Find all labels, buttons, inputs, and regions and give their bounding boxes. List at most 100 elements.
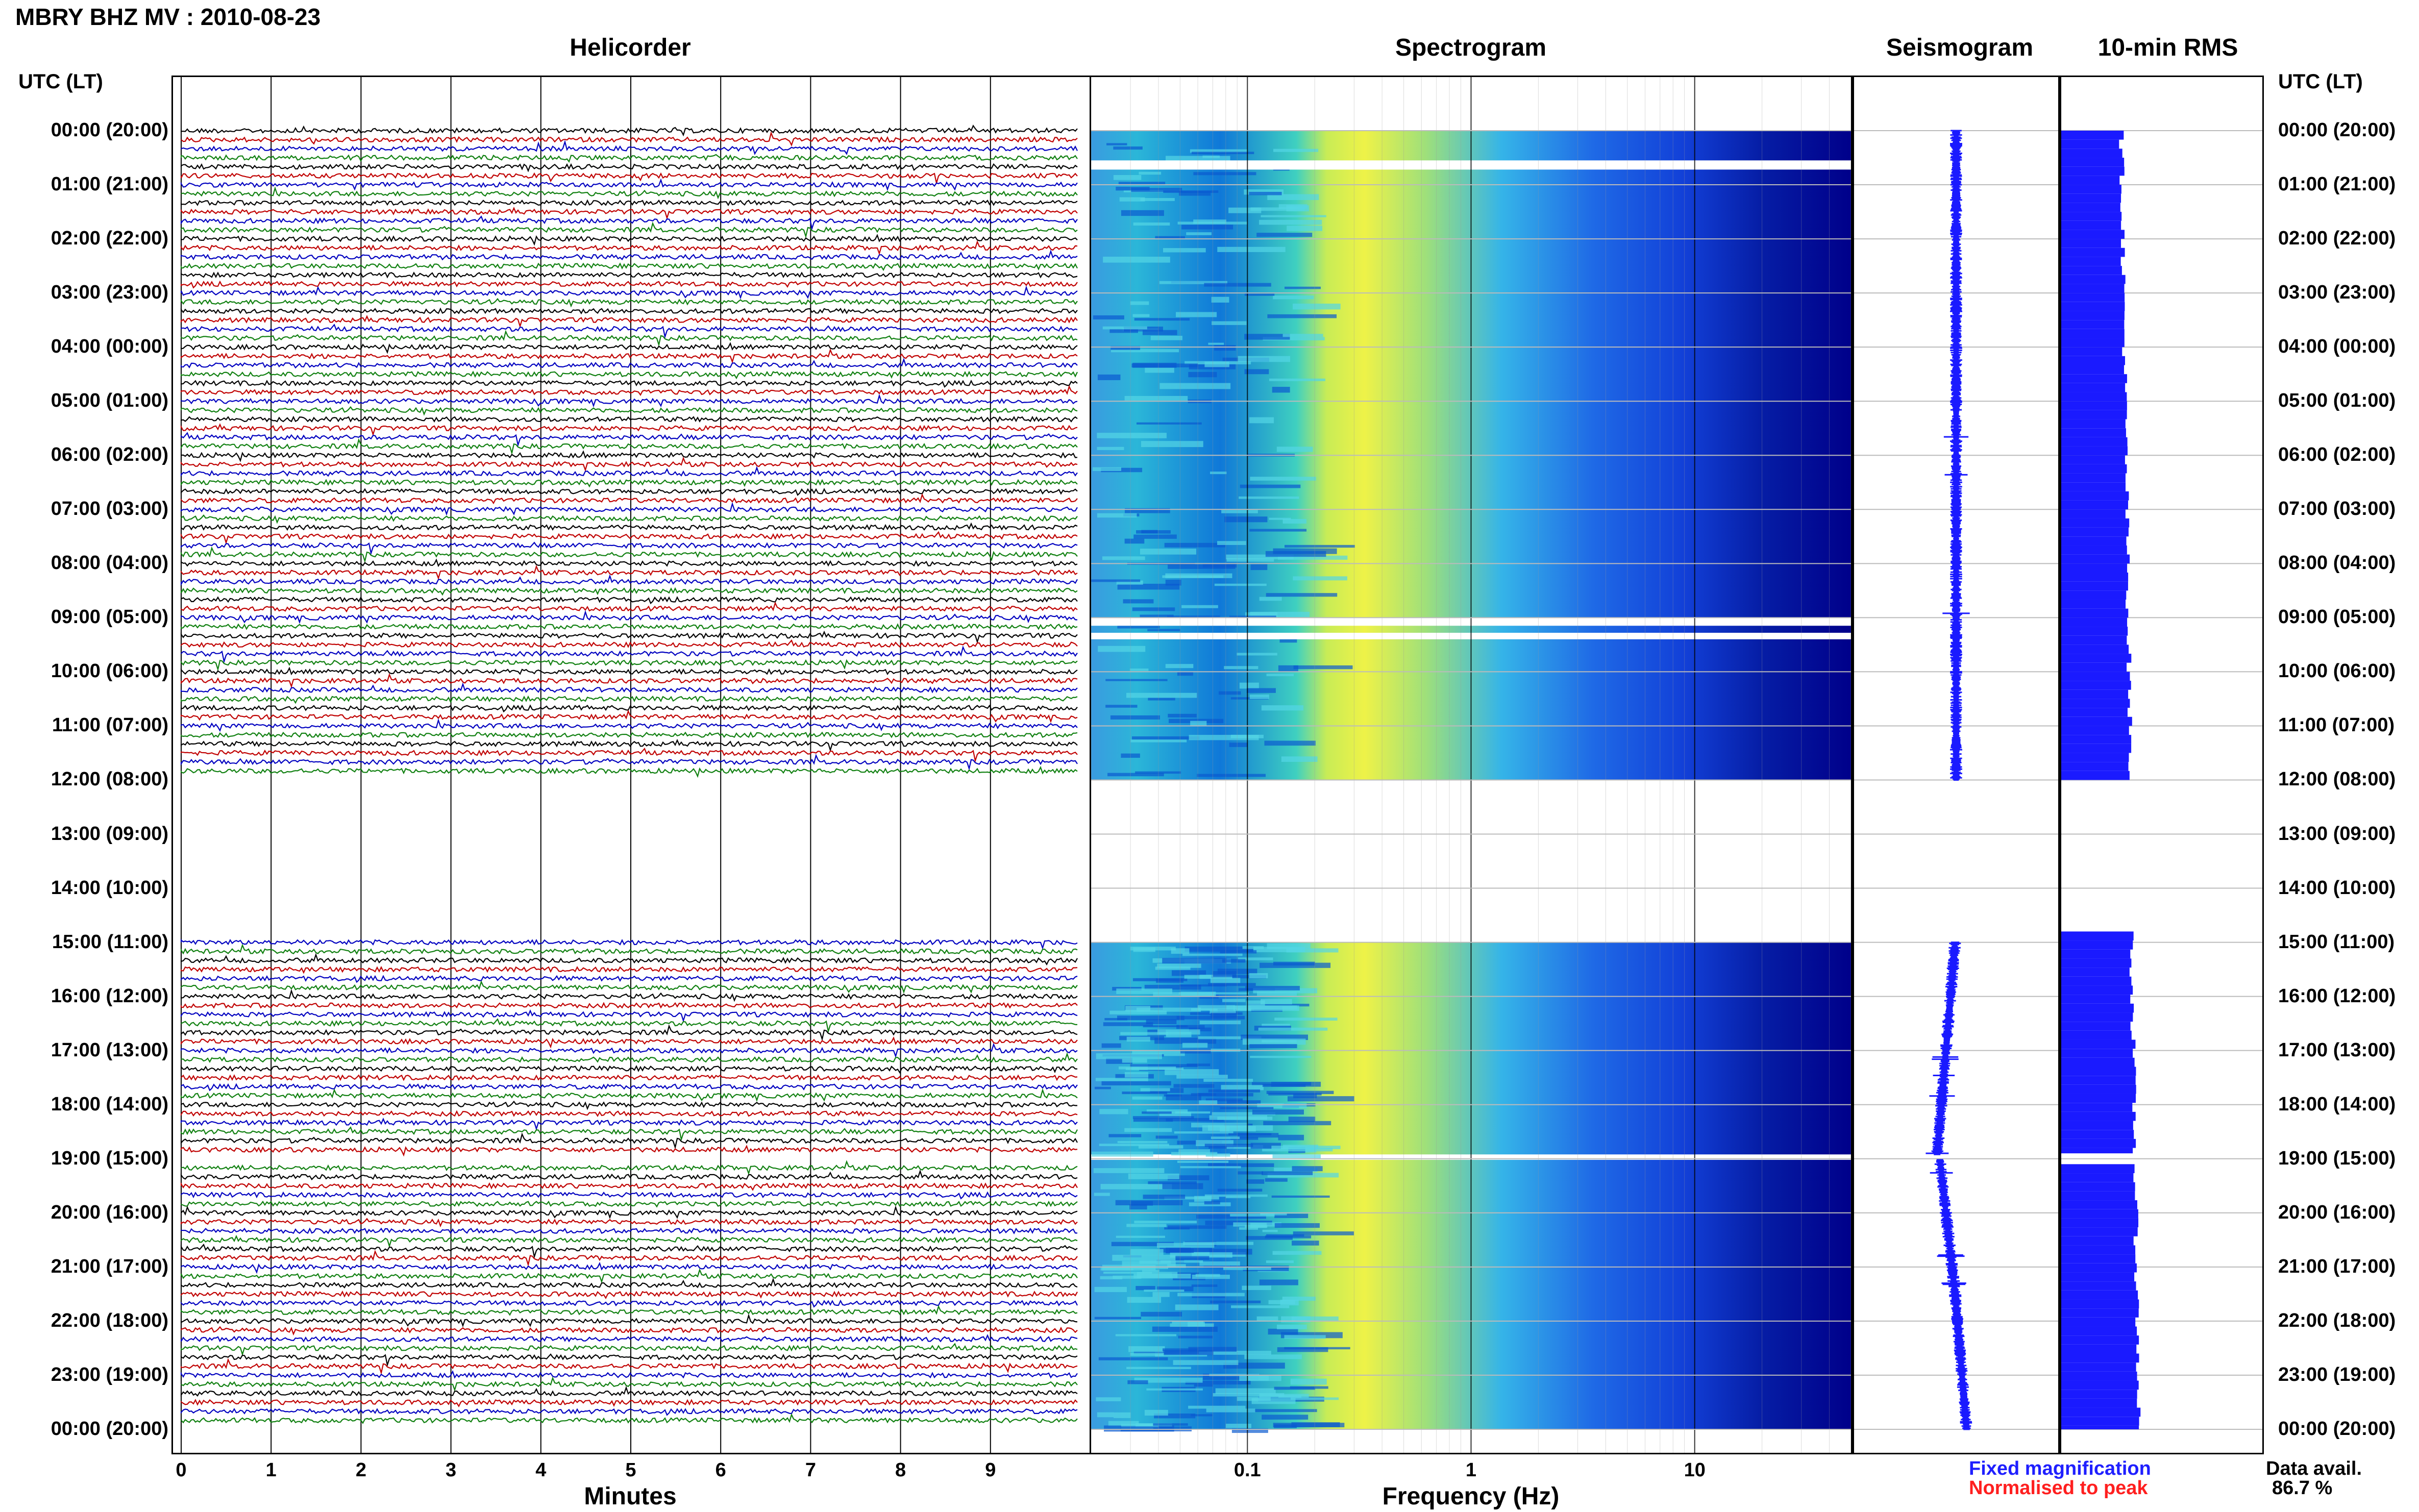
spectrogram-texture [1249, 529, 1307, 532]
spectrogram-texture [1224, 516, 1268, 523]
helicorder-trace [180, 1024, 1078, 1042]
helicorder-trace [180, 1385, 1078, 1397]
helicorder-trace [180, 1313, 1078, 1328]
spectrogram-texture [1222, 959, 1246, 963]
spectrogram-texture [1164, 542, 1226, 548]
spectrogram-texture [1263, 337, 1325, 341]
spectrogram-texture [1212, 1112, 1276, 1116]
spectrogram-texture [1170, 1323, 1214, 1327]
time-label-right: 22:00 (18:00) [2278, 1309, 2396, 1331]
spectrogram-texture [1110, 349, 1179, 353]
spectrogram-texture [1102, 326, 1147, 330]
rms-bar [2061, 590, 2127, 600]
spectrogram-texture [1222, 999, 1246, 1002]
spectrogram-texture [1165, 664, 1194, 668]
spectrogram-texture [1184, 946, 1253, 952]
spectrogram-texture [1156, 1243, 1215, 1248]
spectrogram-texture [1211, 1012, 1237, 1018]
rms-bar [2061, 968, 2130, 977]
spectrogram-texture [1095, 1078, 1148, 1081]
helicorder-trace [180, 1218, 1078, 1228]
spectrogram-texture [1284, 1335, 1326, 1339]
time-label-left: 19:00 (15:00) [51, 1147, 168, 1169]
helicorder-trace [180, 718, 1078, 732]
spectrogram-texture [1096, 1397, 1121, 1401]
spectrogram-texture [1256, 233, 1313, 237]
spectrogram-texture [1194, 1384, 1213, 1387]
time-label-left: 09:00 (05:00) [51, 606, 168, 628]
spectrogram-texture [1292, 1241, 1319, 1246]
time-label-right: 23:00 (19:00) [2278, 1364, 2396, 1385]
spectrogram-texture [1272, 1154, 1321, 1159]
spectrogram-texture [1096, 1053, 1162, 1059]
helicorder-trace [180, 1305, 1078, 1316]
spectrogram-texture [1269, 378, 1325, 381]
rms-bar [2061, 1200, 2137, 1209]
helicorder-trace [180, 370, 1078, 380]
spectrogram-texture [1249, 973, 1268, 979]
rms-bar [2061, 374, 2127, 383]
helicorder-trace [180, 1182, 1078, 1191]
spectrogram-texture [1125, 1006, 1151, 1012]
helicorder-trace [180, 1370, 1078, 1379]
rms-bar [2061, 1182, 2135, 1192]
helicorder-trace [180, 1110, 1078, 1117]
spectrogram-texture [1193, 172, 1256, 176]
helicorder-trace [180, 738, 1078, 752]
spectrogram-texture [1239, 1227, 1258, 1230]
spectrogram-texture [1215, 1388, 1276, 1394]
spectrogram-texture [1177, 1293, 1245, 1297]
rms-bar [2061, 654, 2132, 663]
rms-bar [2061, 293, 2125, 302]
spectrogram-texture [1211, 1136, 1240, 1139]
rms-bar [2061, 554, 2130, 564]
time-label-right: 00:00 (20:00) [2278, 1418, 2396, 1440]
time-label-right: 20:00 (16:00) [2278, 1201, 2396, 1223]
rms-bar [2061, 220, 2121, 230]
rms-bar [2061, 735, 2132, 744]
spectrogram-texture [1142, 1270, 1159, 1273]
spectrogram-texture [1191, 1284, 1218, 1287]
data-availability-value: 86.7 % [2272, 1477, 2333, 1499]
helicorder-trace [180, 1083, 1078, 1092]
helicorder-trace [180, 1036, 1078, 1049]
helicorder-trace [180, 666, 1078, 676]
spectrogram-texture [1282, 334, 1323, 337]
spectrogram-texture [1211, 296, 1229, 303]
time-label-right: 17:00 (13:00) [2278, 1039, 2396, 1061]
spectrogram-texture [1173, 1360, 1239, 1365]
spectrogram-texture [1091, 579, 1141, 582]
time-label-right: 21:00 (17:00) [2278, 1255, 2396, 1277]
spectrogram-texture [1285, 544, 1355, 548]
helicorder-trace [180, 1145, 1078, 1157]
spectrogram-texture [1239, 682, 1259, 689]
rms-bar [2061, 1417, 2139, 1426]
spectrogram-texture [1181, 225, 1233, 230]
helicorder-trace [180, 587, 1078, 596]
spectrogram-texture [1196, 1140, 1233, 1146]
spectrogram-texture [1177, 1160, 1229, 1163]
spectrogram-texture [1190, 721, 1207, 726]
rms-bar [2061, 302, 2125, 311]
helicorder-trace [180, 1234, 1078, 1248]
rms-bar [2061, 1254, 2136, 1263]
rms-bar [2061, 608, 2129, 618]
rms-bar [2061, 464, 2127, 474]
spectrogram-texture [1136, 1286, 1155, 1291]
helicorder-trace [180, 1065, 1078, 1074]
rms-bar [2061, 699, 2130, 708]
spectrogram-texture [1110, 715, 1161, 720]
rms-bar [2061, 518, 2130, 528]
spectrogram-texture [1118, 182, 1166, 185]
time-label-left: 20:00 (16:00) [51, 1201, 168, 1223]
spectrogram-texture [1259, 219, 1322, 225]
rms-bar [2061, 976, 2132, 986]
spectrogram-texture [1144, 1290, 1184, 1292]
helicorder-trace [180, 1334, 1078, 1343]
station-title: MBRY BHZ MV : 2010-08-23 [15, 4, 321, 30]
spectrogram-texture [1128, 1173, 1179, 1179]
spectrogram-texture [1163, 248, 1206, 253]
spectrogram-texture [1155, 966, 1191, 970]
minute-tick-label: 2 [355, 1459, 366, 1481]
spectrogram-texture [1174, 1131, 1233, 1134]
